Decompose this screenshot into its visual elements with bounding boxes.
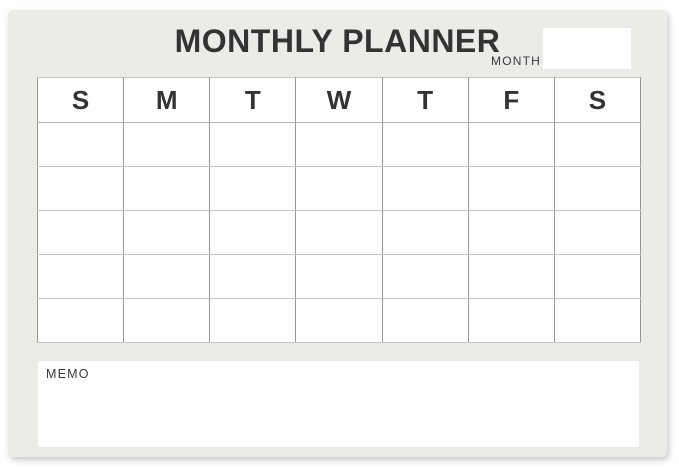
calendar-grid: S M T W T F S [36,77,642,343]
day-cell[interactable] [123,254,211,299]
day-header-row: S M T W T F S [36,77,642,123]
day-header-mon: M [123,77,211,123]
day-header-sat: S [553,77,642,123]
week-row [36,122,642,167]
day-cell[interactable] [123,122,211,167]
day-cell[interactable] [36,254,125,299]
day-cell[interactable] [381,210,469,255]
day-header-thu: T [381,77,469,123]
page-title: MONTHLY PLANNER [174,23,501,59]
day-header-fri: F [467,77,555,123]
planner-card: MONTHLY PLANNER MONTH S M T W T F S [8,10,667,457]
day-cell[interactable] [467,210,555,255]
memo-area[interactable]: MEMO [38,361,639,447]
day-cell[interactable] [553,122,642,167]
day-cell[interactable] [553,166,642,211]
day-cell[interactable] [381,298,469,343]
day-cell[interactable] [209,298,297,343]
day-cell[interactable] [381,166,469,211]
day-cell[interactable] [295,122,383,167]
day-cell[interactable] [123,166,211,211]
day-cell[interactable] [467,166,555,211]
day-cell[interactable] [36,166,125,211]
week-row [36,254,642,299]
month-label: MONTH [491,54,541,68]
day-cell[interactable] [209,166,297,211]
day-cell[interactable] [36,210,125,255]
day-cell[interactable] [553,210,642,255]
day-cell[interactable] [553,254,642,299]
day-cell[interactable] [36,298,125,343]
week-row [36,166,642,211]
day-header-tue: T [209,77,297,123]
day-cell[interactable] [467,254,555,299]
day-cell[interactable] [209,122,297,167]
day-cell[interactable] [209,254,297,299]
day-cell[interactable] [123,210,211,255]
week-row [36,210,642,255]
day-cell[interactable] [467,122,555,167]
day-cell[interactable] [381,122,469,167]
day-cell[interactable] [553,298,642,343]
memo-label: MEMO [46,367,90,381]
day-cell[interactable] [467,298,555,343]
day-cell[interactable] [295,166,383,211]
day-cell[interactable] [36,122,125,167]
day-header-wed: W [295,77,383,123]
month-input-box[interactable] [543,28,631,69]
day-header-sun: S [36,77,125,123]
day-cell[interactable] [295,210,383,255]
day-cell[interactable] [123,298,211,343]
week-row [36,298,642,343]
day-cell[interactable] [381,254,469,299]
day-cell[interactable] [295,298,383,343]
day-cell[interactable] [209,210,297,255]
day-cell[interactable] [295,254,383,299]
